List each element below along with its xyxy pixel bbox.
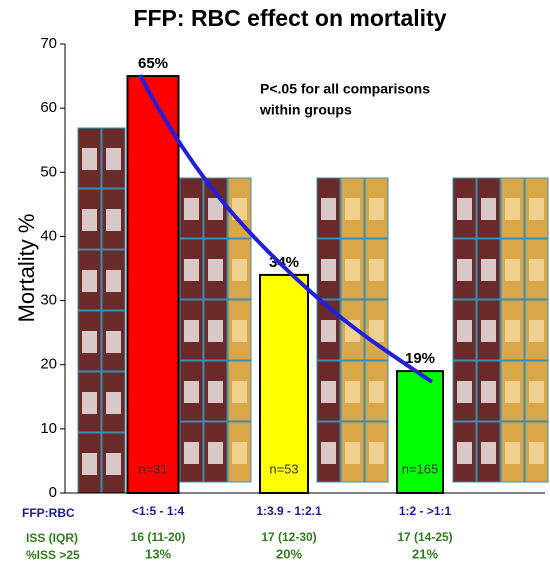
bag-label [232,442,247,464]
row-label: FFP:RBC [22,506,75,520]
bag-label [345,381,360,403]
bag-label [321,259,336,281]
y-tick-label: 0 [49,484,57,501]
bag-label [106,270,121,292]
x-tick-label: 1:2 - >1:1 [399,504,452,518]
bag-label [232,320,247,342]
bag-label [457,259,472,281]
y-tick-label: 70 [40,35,57,52]
bag-label [208,198,223,220]
bag-label [369,381,384,403]
iss-pct-label: 20% [276,546,302,561]
bar [259,273,309,494]
bag-label [208,381,223,403]
bag-label [106,392,121,414]
bag-label [369,320,384,342]
bag-label [208,259,223,281]
value-label: 65% [138,55,168,72]
bag-label [481,259,496,281]
bag-label [232,259,247,281]
bag-label [106,331,121,353]
row-label: ISS (IQR) [26,531,78,545]
bag-label [457,442,472,464]
bag-label [345,259,360,281]
bag-label [457,198,472,220]
bag-label [208,320,223,342]
trend-curve [138,74,434,384]
y-axis-label: Mortality % [14,214,39,323]
bag-label [505,320,520,342]
y-tick-label: 10 [40,420,57,437]
bag-label [321,442,336,464]
bag-label [106,148,121,170]
blood-bag-stacks [77,127,549,494]
bag-label [82,148,97,170]
bag-label [184,320,199,342]
iss-pct-label: 21% [412,546,438,561]
value-label: 19% [405,350,435,367]
y-tick-label: 60 [40,99,57,116]
bag-label [184,259,199,281]
bag-label [184,442,199,464]
iss-label: 16 (11-20) [131,530,186,544]
bag-label [457,320,472,342]
n-label: n=31 [138,461,167,476]
bag-label [505,381,520,403]
plot-area: 0 10 20 30 40 50 60 70 65% n=31 <1:5 - 1:4 16 (11-2… [40,35,452,561]
bag-label [481,381,496,403]
bag-label [505,259,520,281]
bag-label [82,453,97,475]
bag-label [529,320,544,342]
row-label: %ISS >25 [26,548,80,562]
bag-label [481,320,496,342]
annotation: P<.05 for all comparisons [260,81,430,97]
bag-label [369,442,384,464]
bag-label [529,381,544,403]
n-label: n=165 [402,461,439,476]
iss-label: 17 (14-25) [397,530,452,544]
bag-label [321,320,336,342]
bag-label [481,442,496,464]
y-tick-label: 20 [40,356,57,373]
bag-label [345,198,360,220]
bag-label [345,442,360,464]
bag-label [106,453,121,475]
x-tick-label: <1:5 - 1:4 [132,504,185,518]
y-tick-label: 50 [40,163,57,180]
bar [126,75,180,494]
bag-label [369,198,384,220]
bag-label [529,442,544,464]
bag-label [529,198,544,220]
bag-label [82,270,97,292]
bag-label [481,198,496,220]
bag-label [82,209,97,231]
iss-pct-label: 13% [145,546,171,561]
bag-label [184,381,199,403]
bag-label [505,442,520,464]
bag-label [457,381,472,403]
bag-label [321,381,336,403]
bag-label [208,442,223,464]
bag-label [321,198,336,220]
bag-label [82,331,97,353]
chart-title: FFP: RBC effect on mortality [133,5,446,31]
y-tick-label: 30 [40,292,57,309]
iss-label: 17 (12-30) [261,530,316,544]
n-label: n=53 [269,461,298,476]
bag-label [184,198,199,220]
bag-label [369,259,384,281]
bag-label [232,381,247,403]
bag-label [82,392,97,414]
bag-label [529,259,544,281]
y-tick-label: 40 [40,227,57,244]
bag-label [505,198,520,220]
x-tick-label: 1:3.9 - 1:2.1 [256,504,322,518]
bag-label [106,209,121,231]
annotation: within groups [259,102,352,118]
